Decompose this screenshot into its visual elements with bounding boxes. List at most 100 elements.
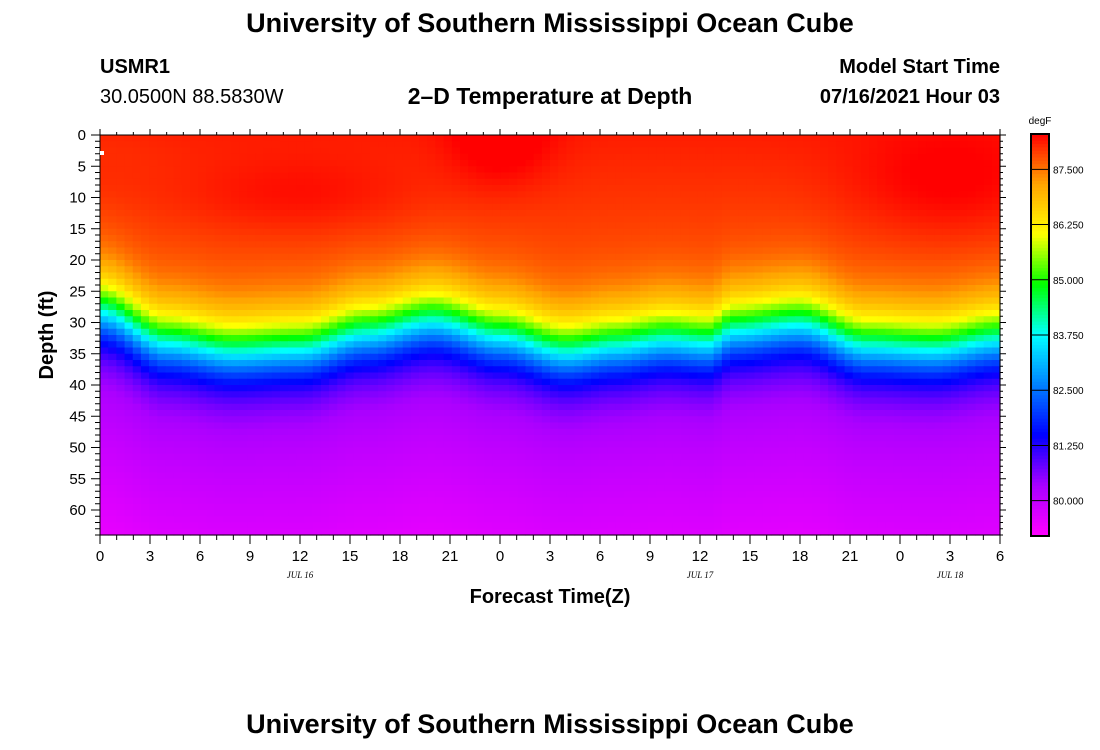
heatmap-cell [255, 260, 265, 267]
heatmap-cell [124, 191, 134, 199]
heatmap-cell [361, 153, 371, 161]
heatmap-cell [697, 241, 707, 249]
heatmap-cell [247, 303, 257, 311]
heatmap-cell [345, 185, 355, 192]
heatmap-cell [206, 353, 216, 361]
heatmap-cell [991, 291, 1001, 299]
heatmap-cell [820, 291, 829, 299]
heatmap-cell [460, 372, 469, 380]
heatmap-cell [419, 253, 428, 261]
heatmap-cell [852, 210, 862, 217]
heatmap-cell [165, 335, 175, 342]
heatmap-cell [640, 291, 649, 299]
heatmap-cell [680, 166, 690, 174]
heatmap-cell [206, 403, 216, 411]
heatmap-cell [149, 416, 158, 424]
heatmap-cell [271, 216, 281, 224]
heatmap-cell [787, 147, 797, 155]
heatmap-cell [852, 341, 862, 349]
heatmap-cell [820, 360, 829, 367]
heatmap-cell [443, 378, 453, 386]
heatmap-cell [615, 160, 625, 167]
heatmap-cell [721, 285, 731, 292]
heatmap-cell [460, 310, 469, 317]
heatmap-cell [942, 247, 952, 255]
heatmap-cell [910, 185, 919, 192]
heatmap-cell [599, 185, 608, 192]
heatmap-cell [288, 416, 297, 424]
heatmap-cell [222, 266, 232, 274]
heatmap-cell [599, 403, 608, 411]
heatmap-cell [607, 403, 617, 411]
heatmap-cell [345, 241, 355, 249]
heatmap-cell [672, 235, 682, 242]
heatmap-cell [869, 285, 878, 292]
heatmap-cell [705, 135, 715, 142]
heatmap-cell [230, 360, 240, 367]
heatmap-cell [149, 141, 158, 149]
heatmap-cell [419, 266, 428, 274]
heatmap-cell [754, 291, 764, 299]
heatmap-cell [631, 397, 641, 405]
heatmap-cell [329, 191, 338, 199]
heatmap-cell [239, 328, 248, 336]
heatmap-cell [394, 147, 404, 155]
heatmap-cell [329, 272, 338, 280]
heatmap-cell [116, 391, 126, 399]
heatmap-cell [803, 297, 813, 305]
heatmap-cell [329, 322, 338, 330]
heatmap-cell [918, 366, 927, 374]
heatmap-cell [394, 253, 404, 261]
heatmap-cell [558, 341, 567, 349]
heatmap-cell [558, 403, 567, 411]
heatmap-cell [320, 316, 330, 324]
heatmap-cell [762, 203, 772, 211]
heatmap-cell [697, 310, 707, 317]
heatmap-cell [983, 328, 993, 336]
heatmap-cell [468, 247, 477, 255]
heatmap-cell [100, 247, 109, 255]
heatmap-cell [132, 385, 142, 392]
heatmap-cell [345, 135, 355, 142]
heatmap-cell [730, 378, 739, 386]
heatmap-cell [247, 247, 257, 255]
heatmap-cell [476, 385, 486, 392]
heatmap-cell [918, 153, 927, 161]
heatmap-cell [451, 303, 461, 311]
heatmap-cell [910, 278, 919, 286]
heatmap-cell [680, 316, 690, 324]
heatmap-cell [312, 335, 322, 342]
heatmap-cell [721, 216, 731, 224]
heatmap-cell [361, 197, 371, 205]
heatmap-cell [157, 278, 167, 286]
heatmap-cell [198, 322, 207, 330]
heatmap-cell [378, 172, 387, 180]
heatmap-cell [108, 366, 117, 374]
heatmap-cell [239, 228, 248, 236]
heatmap-cell [934, 303, 944, 311]
heatmap-cell [599, 353, 608, 361]
heatmap-cell [844, 185, 854, 192]
heatmap-cell [590, 210, 600, 217]
heatmap-cell [950, 210, 960, 217]
heatmap-cell [525, 410, 535, 417]
heatmap-cell [950, 341, 960, 349]
heatmap-cell [435, 385, 445, 392]
heatmap-cell [140, 203, 150, 211]
heatmap-cell [901, 385, 911, 392]
heatmap-cell [738, 291, 747, 299]
heatmap-cell [263, 135, 273, 142]
heatmap-cell [730, 160, 739, 167]
heatmap-cell [190, 216, 199, 224]
heatmap-cell [517, 191, 527, 199]
heatmap-cell [738, 403, 747, 411]
heatmap-cell [190, 253, 199, 261]
heatmap-cell [149, 203, 158, 211]
heatmap-cell [877, 391, 887, 399]
heatmap-cell [656, 366, 666, 374]
heatmap-cell [271, 297, 281, 305]
heatmap-cell [353, 135, 363, 142]
heatmap-cell [820, 310, 829, 317]
heatmap-cell [165, 135, 175, 142]
heatmap-cell [509, 160, 518, 167]
